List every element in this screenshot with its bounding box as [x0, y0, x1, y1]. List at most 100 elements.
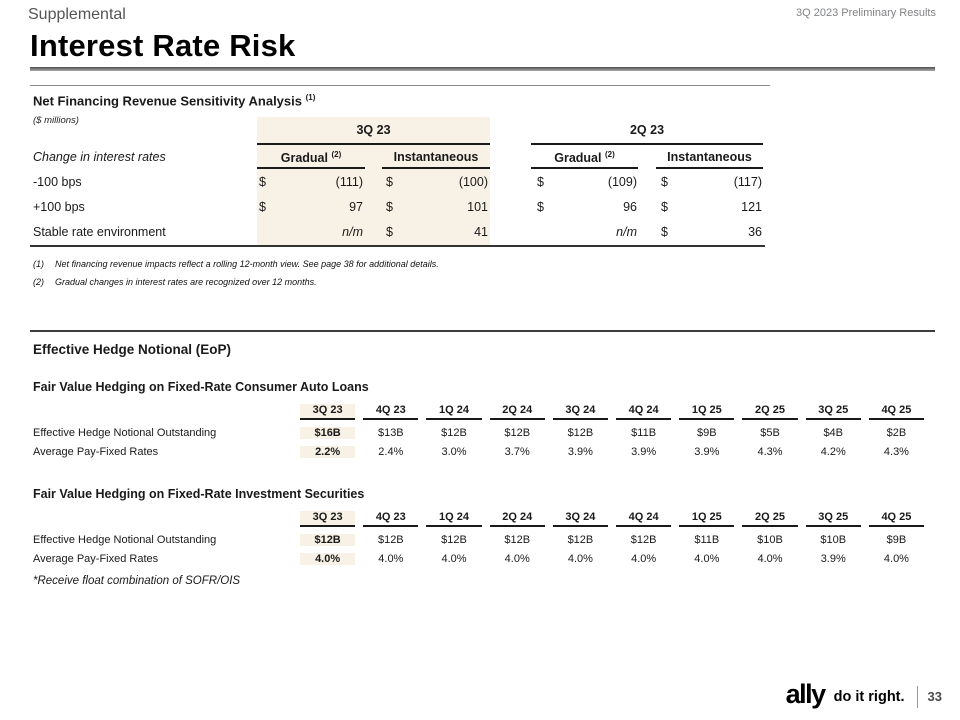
cell-value: (111): [335, 175, 363, 189]
dollar-sign: $: [386, 225, 393, 239]
dollar-sign: $: [537, 175, 544, 189]
cell-value: $9B: [697, 427, 717, 439]
cell-value: $11B: [631, 427, 657, 439]
footnote-text: Net financing revenue impacts reflect a …: [55, 259, 439, 269]
cell-value: n/m: [616, 225, 637, 239]
cell-value: $12B: [567, 534, 594, 546]
footnote-number: (2): [33, 277, 44, 287]
cell-value: $12B: [377, 534, 404, 546]
hedge-section-heading: Effective Hedge Notional (EoP): [33, 342, 232, 357]
cell-value: 4.3%: [883, 446, 909, 458]
col-header: 2Q 25: [742, 404, 798, 420]
subcol-label: Gradual: [554, 151, 602, 166]
table-cell: $97: [259, 200, 363, 214]
cell-value: n/m: [342, 225, 363, 239]
footnote-ref: (2): [331, 150, 342, 159]
col-header: 3Q 24: [552, 404, 609, 420]
cell-value: $4B: [823, 427, 844, 439]
cell-value: 2.4%: [378, 446, 404, 458]
row-label: Average Pay-Fixed Rates: [33, 553, 159, 565]
cell-value: 3.7%: [504, 446, 530, 458]
col-header: 4Q 24: [616, 511, 672, 527]
table-cell: n/m: [259, 225, 363, 239]
subcol-instantaneous-3q: Instantaneous: [393, 150, 479, 164]
hedge-table-2: 3Q 23 4Q 23 1Q 24 2Q 24 3Q 24 4Q 24 1Q 2…: [30, 507, 928, 565]
cell-value: 4.0%: [694, 553, 720, 565]
cell-value: 3.0%: [441, 446, 467, 458]
dollar-sign: $: [661, 175, 668, 189]
dollar-sign: $: [386, 200, 393, 214]
cell-value: 4.0%: [441, 553, 467, 565]
cell-value: 3.9%: [694, 446, 720, 458]
dollar-sign: $: [661, 200, 668, 214]
sensitivity-heading: Net Financing Revenue Sensitivity Analys…: [33, 93, 315, 108]
subcol-instantaneous-2q: Instantaneous: [667, 150, 752, 164]
cell-value: 4.0%: [631, 553, 657, 565]
slide-eyebrow: Supplemental: [28, 6, 126, 23]
col-header: 4Q 24: [616, 404, 672, 420]
cell-value: $11B: [694, 534, 720, 546]
sofr-footnote: *Receive float combination of SOFR/OIS: [33, 575, 241, 587]
cell-value: 4.0%: [757, 553, 783, 565]
footnote-1: (1) Net financing revenue impacts reflec…: [33, 259, 733, 269]
cell-value: (100): [458, 175, 488, 189]
table-cell: $ (111): [259, 175, 363, 189]
cell-value: 97: [349, 200, 363, 214]
title-rule-thick: [30, 67, 935, 71]
col-header: 4Q 23: [363, 404, 419, 420]
page-title: Interest Rate Risk: [30, 28, 296, 63]
cell-value: 101: [467, 200, 488, 214]
hedge-table-1: 3Q 23 4Q 23 1Q 24 2Q 24 3Q 24 4Q 24 1Q 2…: [30, 400, 928, 458]
hedge-table-2-title: Fair Value Hedging on Fixed-Rate Investm…: [33, 487, 365, 501]
col-header: 2Q 24: [489, 511, 545, 527]
col-header: 2Q 24: [489, 404, 545, 420]
table-bottom-rule: [30, 245, 765, 247]
cell-value: $9B: [886, 534, 907, 546]
table-cell: $41: [386, 225, 488, 239]
row-label: Effective Hedge Notional Outstanding: [33, 534, 217, 546]
sensitivity-heading-footnote-ref: (1): [305, 93, 316, 102]
subcol-underline: [382, 167, 490, 169]
col-header: 3Q 23: [300, 511, 356, 527]
footnote-ref: (2): [604, 150, 615, 159]
dollar-sign: $: [259, 175, 266, 189]
cell-value: $2B: [886, 427, 907, 439]
col-header: 3Q 25: [805, 404, 861, 420]
cell-value: $12B: [504, 534, 531, 546]
table-cell: $ (100): [386, 175, 488, 189]
cell-value: 4.0%: [567, 553, 593, 565]
dollar-sign: $: [537, 200, 544, 214]
row-label-stable-rate: Stable rate environment: [33, 225, 166, 239]
subcol-gradual-2q: Gradual (2): [531, 150, 638, 165]
group-underline: [257, 143, 490, 145]
footnote-2: (2) Gradual changes in interest rates ar…: [33, 277, 733, 287]
cell-value: $12B: [504, 427, 531, 439]
ally-logo: ally: [785, 679, 827, 709]
cell-value: $16B: [300, 427, 356, 439]
table-row: Average Pay-Fixed Rates 2.2% 2.4% 3.0% 3…: [30, 439, 928, 458]
cell-value: $12B: [567, 427, 594, 439]
cell-value: $12B: [300, 534, 356, 546]
footer-separator: [916, 685, 918, 708]
cell-value: 4.3%: [757, 446, 783, 458]
table-cell: $ (109): [537, 175, 637, 189]
subcol-underline: [656, 167, 763, 169]
deck-subtitle: 3Q 2023 Preliminary Results: [795, 7, 936, 19]
table-cell: $ (117): [661, 175, 762, 189]
subcol-label: Gradual: [280, 151, 328, 166]
cell-value: $13B: [377, 427, 404, 439]
col-header: 2Q 25: [742, 511, 798, 527]
cell-value: 121: [741, 200, 762, 214]
current-quarter-highlight: [257, 117, 490, 247]
col-header: 1Q 24: [426, 404, 482, 420]
hedge-table-header-row: 3Q 23 4Q 23 1Q 24 2Q 24 3Q 24 4Q 24 1Q 2…: [30, 400, 928, 420]
hedge-table-header-row: 3Q 23 4Q 23 1Q 24 2Q 24 3Q 24 4Q 24 1Q 2…: [30, 507, 928, 527]
column-group-3q23: 3Q 23: [356, 123, 391, 137]
group-underline: [531, 143, 763, 145]
table-cell: $96: [537, 200, 637, 214]
cell-value: 4.2%: [820, 446, 846, 458]
col-header: 1Q 24: [426, 511, 482, 527]
cell-value: 4.0%: [504, 553, 530, 565]
row-label-plus-100bps: +100 bps: [33, 200, 85, 214]
